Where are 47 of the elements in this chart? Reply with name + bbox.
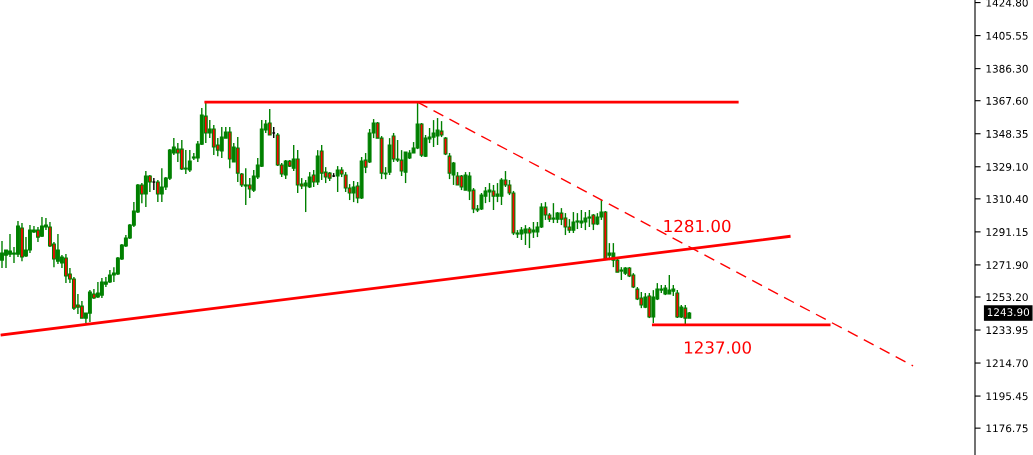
candlestick	[651, 289, 656, 324]
annotation: 1281.00	[664, 219, 731, 233]
candlestick	[495, 182, 500, 203]
candlestick	[399, 149, 404, 177]
y-tick-label: 1405.55	[986, 31, 1028, 40]
candlestick	[403, 151, 408, 184]
candlestick	[335, 165, 340, 193]
y-tick-label: 1367.60	[986, 96, 1028, 105]
candlestick	[523, 224, 528, 246]
candlestick	[219, 126, 224, 159]
candlestick	[551, 202, 556, 224]
annotation: 1237.00	[684, 341, 751, 354]
candlestick	[247, 177, 252, 199]
candlestick	[647, 292, 652, 319]
y-tick-label: 1291.15	[986, 228, 1028, 236]
y-tick-label: 1233.95	[986, 326, 1028, 335]
candlestick	[55, 233, 60, 265]
y-tick-label: 1348.35	[986, 129, 1028, 138]
candlestick	[491, 184, 496, 211]
candlestick	[179, 139, 184, 171]
candlestick	[143, 170, 148, 208]
y-tick-label: 1386.30	[986, 64, 1028, 73]
candlestick	[159, 167, 164, 203]
y-tick-label: 1329.10	[986, 162, 1028, 171]
candlestick	[0, 240, 4, 269]
candlestick	[351, 180, 356, 203]
candlestick	[563, 212, 568, 236]
text: 1243.90	[987, 308, 1030, 317]
candlestick	[571, 211, 576, 234]
candlestick	[183, 149, 188, 175]
candlestick	[527, 226, 532, 249]
candlestick	[583, 211, 588, 231]
candlestick	[99, 277, 104, 299]
candlestick	[431, 119, 436, 148]
y-tick-label: 1214.70	[986, 359, 1028, 368]
y-tick-label: 1310.40	[986, 195, 1028, 203]
candlestick	[319, 144, 324, 181]
y-tick-label: 1176.75	[986, 424, 1028, 433]
candlestick	[435, 117, 440, 146]
candlestick	[151, 177, 156, 191]
y-tick-label: 1195.45	[986, 392, 1028, 401]
y-tick-label: 1253.20	[986, 293, 1028, 302]
candlestick	[579, 209, 584, 229]
candlestick	[28, 224, 32, 254]
candlestick	[187, 149, 192, 173]
y-tick-label: 1271.90	[986, 261, 1028, 270]
candlestick	[211, 124, 216, 156]
